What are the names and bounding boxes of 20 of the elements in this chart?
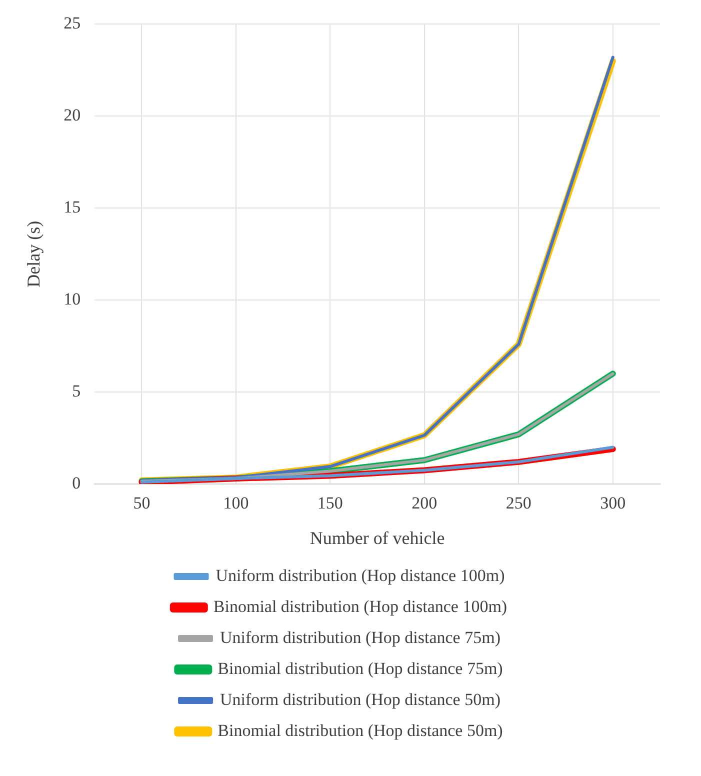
legend-label: Binomial distribution (Hop distance 50m) xyxy=(218,720,503,740)
x-tick-label: 300 xyxy=(600,494,626,513)
x-tick-label: 100 xyxy=(223,494,249,513)
y-tick-label: 20 xyxy=(64,106,81,125)
legend-label: Binomial distribution (Hop distance 100m) xyxy=(213,596,508,616)
x-tick-label: 150 xyxy=(317,494,343,513)
legend-label: Uniform distribution (Hop distance 75m) xyxy=(220,628,500,647)
legend-label: Binomial distribution (Hop distance 75m) xyxy=(218,658,503,678)
x-axis-title: Number of vehicle xyxy=(310,528,445,548)
y-tick-label: 10 xyxy=(64,290,81,309)
x-tick-label: 200 xyxy=(412,494,438,513)
y-tick-label: 15 xyxy=(64,198,81,217)
legend-label: Uniform distribution (Hop distance 100m) xyxy=(216,566,505,585)
x-tick-label: 250 xyxy=(506,494,532,513)
y-tick-label: 25 xyxy=(64,14,81,33)
y-tick-label: 0 xyxy=(72,473,81,492)
x-tick-label: 50 xyxy=(133,494,150,513)
y-axis-title: Delay (s) xyxy=(24,220,44,288)
legend-label: Uniform distribution (Hop distance 50m) xyxy=(220,690,500,709)
y-tick-label: 5 xyxy=(72,382,81,401)
